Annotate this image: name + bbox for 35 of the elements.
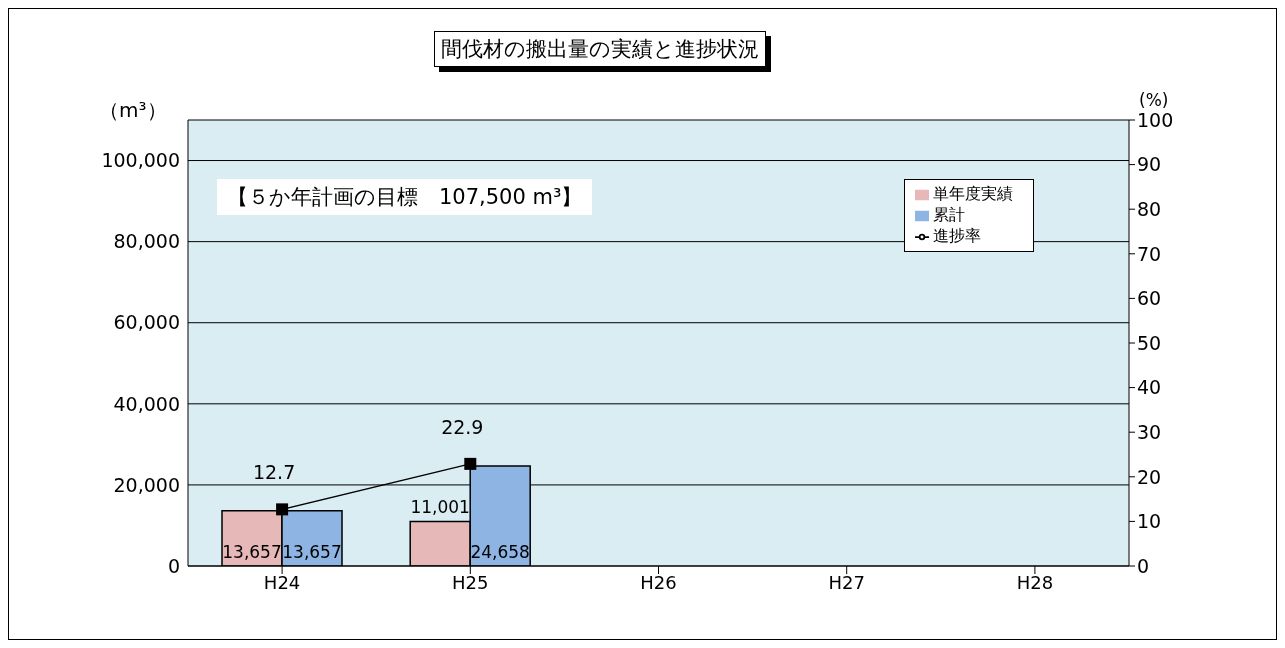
y-tick-label: 100,000 [101,149,180,172]
legend-label: 累計 [933,205,965,224]
y-tick-label: 60,000 [113,311,180,334]
data-label: 12.7 [252,461,296,484]
x-tick-label: H28 [1016,571,1054,593]
y2-tick-label: 100 [1137,108,1174,131]
x-tick-label: H25 [452,571,489,593]
data-label: 24,658 [470,542,530,562]
y2-tick-label: 10 [1137,510,1162,533]
x-tick-label: H24 [263,571,301,593]
chart-title: 間伐材の搬出量の実績と進捗状況 [434,31,766,67]
y-tick-label: 20,000 [113,473,180,496]
data-label: 22.9 [441,415,484,438]
y2-tick-label: 70 [1137,242,1162,265]
legend-label: 進捗率 [933,226,981,245]
data-label: 13,657 [282,542,342,562]
x-tick-label: H26 [640,571,677,593]
y2-tick-label: 90 [1137,153,1162,176]
data-label: 11,001 [410,497,470,518]
y2-tick-label: 80 [1137,197,1162,220]
y-tick-label: 0 [167,554,180,577]
y2-tick-label: 50 [1137,331,1162,354]
y2-tick-label: 40 [1137,376,1162,399]
y2-tick-label: 0 [1137,554,1150,577]
y2-axis-title: (%) [1139,90,1169,110]
annotation: 【５か年計画の目標 107,500 m³】 [217,179,593,215]
y-tick-label: 80,000 [113,230,180,253]
y-tick-label: 40,000 [113,392,180,415]
legend-label: 単年度実績 [933,184,1013,203]
x-tick-label: H27 [828,571,865,593]
y2-tick-label: 20 [1137,465,1162,488]
y-axis-title: （m³） [99,97,167,124]
data-label: 13,657 [222,542,282,562]
y2-tick-label: 30 [1137,420,1162,443]
y2-tick-label: 60 [1137,287,1162,310]
